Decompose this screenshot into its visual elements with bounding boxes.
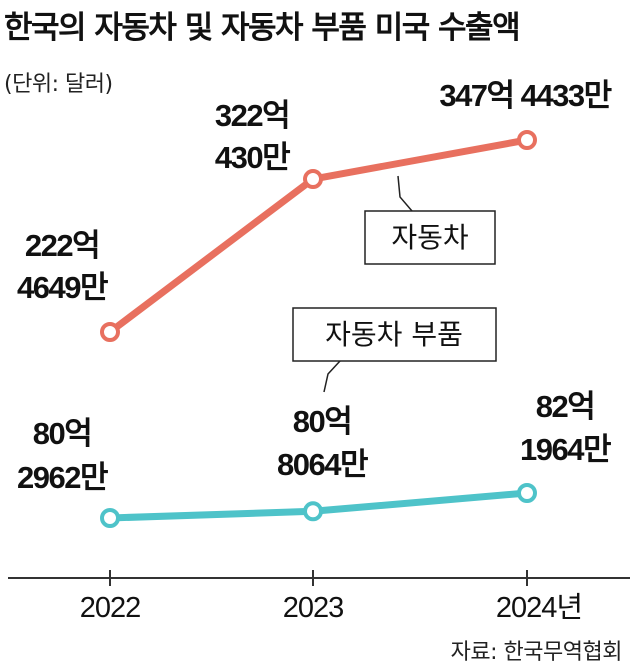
x-tick-label-1: 2023: [283, 592, 344, 624]
data-point-parts-0: [100, 508, 120, 528]
data-label-car-2-0: 347억 4433만: [439, 78, 611, 113]
unit-label: (단위: 달러): [4, 72, 113, 97]
chart-title: 한국의 자동차 및 자동차 부품 미국 수출액: [4, 10, 521, 46]
data-label-parts-2-0: 82억: [536, 389, 595, 424]
legend-label-car: 자동차: [391, 221, 468, 254]
data-point-parts-2: [517, 483, 537, 503]
source-label: 자료: 한국무역협회: [450, 640, 623, 665]
data-label-parts-0-1: 2962만: [17, 460, 108, 495]
callout-pointer-parts: [323, 360, 341, 393]
callout-box-parts: [292, 307, 497, 362]
data-point-car-1: [303, 169, 323, 190]
data-label-parts-0-0: 80억: [33, 416, 92, 451]
data-label-parts-1-0: 80억: [293, 404, 352, 439]
data-label-parts-2-1: 1964만: [520, 432, 611, 467]
data-point-car-0: [100, 322, 120, 342]
data-label-car-1-1: 430만: [215, 140, 290, 175]
data-label-car-0-1: 4649만: [17, 270, 108, 305]
x-tick-label-0: 2022: [80, 592, 141, 624]
data-point-parts-1: [303, 501, 323, 522]
data-label-parts-1-1: 8064만: [277, 447, 368, 482]
callout-pointer-car: [397, 175, 413, 212]
callout-box-car: [364, 210, 496, 265]
data-point-car-2: [517, 130, 537, 150]
x-tick-label-2: 2024년: [496, 592, 582, 624]
legend-label-parts: 자동차 부품: [325, 318, 463, 351]
data-label-car-1-0: 322억: [215, 98, 289, 133]
data-label-car-0-0: 222억: [25, 228, 99, 263]
